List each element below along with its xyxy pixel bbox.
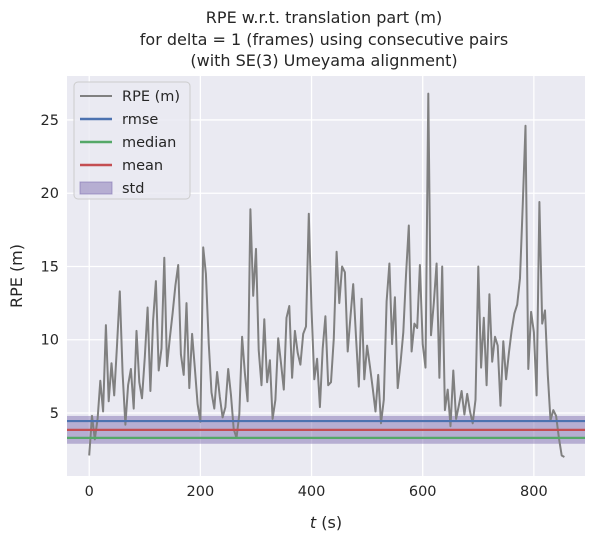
legend-label-mean: mean (122, 158, 163, 174)
x-tick-label: 200 (187, 484, 215, 500)
y-tick-label: 10 (41, 333, 59, 349)
legend-label-median: median (122, 135, 176, 151)
x-axis-label: t (s) (310, 513, 342, 532)
x-tick-label: 0 (85, 484, 94, 500)
chart-title-line-3: (with SE(3) Umeyama alignment) (190, 51, 457, 70)
y-tick-label: 25 (41, 113, 59, 129)
legend-label-rmse: rmse (122, 112, 158, 128)
series-layer (88, 92, 565, 458)
legend-items: RPE (m) rmse median mean std (79, 89, 180, 197)
x-tick-label: 800 (520, 484, 548, 500)
y-tick-labels: 5 10 15 20 25 (41, 113, 59, 422)
x-tick-labels: 0 200 400 600 800 (85, 484, 548, 500)
x-axis-unit: (s) (321, 513, 342, 532)
legend-box (73, 81, 191, 200)
y-tick-label: 15 (41, 259, 59, 275)
legend-label-rpe: RPE (m) (122, 89, 180, 105)
x-tick-label: 400 (298, 484, 326, 500)
legend-label-std: std (122, 181, 144, 197)
rpe-series-line (88, 92, 565, 458)
x-axis-var: t (310, 513, 317, 532)
stat-lines (67, 419, 585, 440)
y-tick-label: 5 (50, 406, 59, 422)
y-axis-label: RPE (m) (7, 244, 26, 308)
legend-swatch-std (79, 181, 113, 195)
y-tick-label: 20 (41, 186, 59, 202)
legend: RPE (m) rmse median mean std (73, 81, 191, 200)
x-tick-label: 600 (409, 484, 437, 500)
chart-title-line-1: RPE w.r.t. translation part (m) (206, 8, 442, 27)
chart-title-line-2: for delta = 1 (frames) using consecutive… (140, 30, 508, 49)
